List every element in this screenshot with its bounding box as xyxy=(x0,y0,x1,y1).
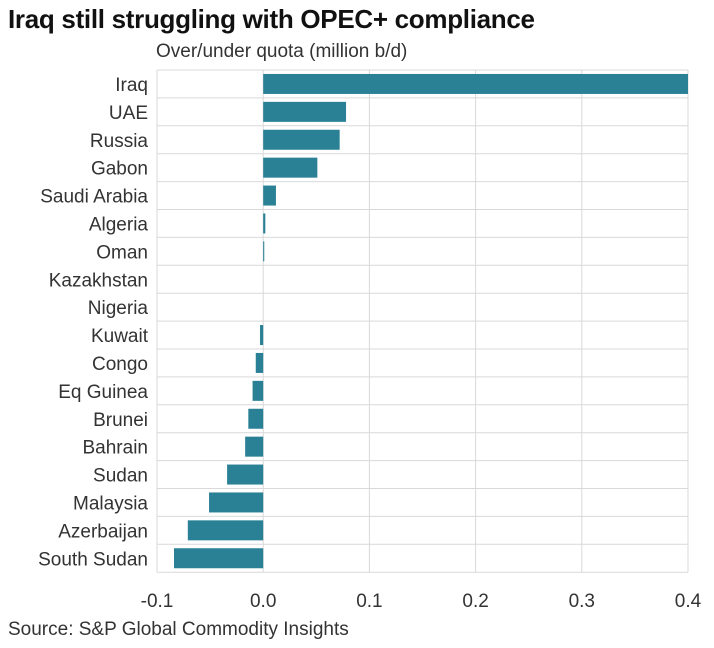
category-label: Iraq xyxy=(115,75,148,96)
x-tick-label: 0.1 xyxy=(356,591,382,612)
axis-label: Over/under quota (million b/d) xyxy=(156,41,408,62)
bar xyxy=(263,73,688,94)
bar xyxy=(263,157,318,178)
category-label: UAE xyxy=(109,103,148,124)
chart-title: Iraq still struggling with OPEC+ complia… xyxy=(8,4,535,34)
source-note: Source: S&P Global Commodity Insights xyxy=(8,619,349,640)
bar xyxy=(255,352,264,373)
category-label: Eq Guinea xyxy=(58,382,148,403)
category-label: Malaysia xyxy=(73,493,148,514)
category-label: Azerbaijan xyxy=(58,521,148,542)
x-tick-label: -0.1 xyxy=(141,591,174,612)
category-label: Russia xyxy=(90,131,149,152)
x-tick-label: 0.2 xyxy=(462,591,488,612)
category-label: Bahrain xyxy=(83,438,149,459)
category-label: Gabon xyxy=(91,159,148,180)
category-label: Saudi Arabia xyxy=(40,187,148,208)
category-label: South Sudan xyxy=(38,549,148,570)
x-tick-label: 0.0 xyxy=(250,591,276,612)
bar xyxy=(263,101,347,122)
bar xyxy=(245,436,264,457)
bar xyxy=(209,492,264,513)
category-labels: Iraq UAE Russia Gabon Saudi Arabia Algeria Oma… xyxy=(38,75,149,570)
bar-chart: Iraq UAE Russia Gabon Saudi Arabia Algeria Oma… xyxy=(38,69,702,612)
bar xyxy=(260,325,264,346)
category-label: Kuwait xyxy=(91,326,149,347)
category-label: Sudan xyxy=(93,466,148,487)
grid-lines xyxy=(156,69,689,573)
bar xyxy=(252,380,264,401)
category-label: Nigeria xyxy=(88,298,149,319)
bar xyxy=(263,129,340,150)
x-tick-labels: -0.1 0.0 0.1 0.2 0.3 0.4 xyxy=(141,591,702,612)
bars xyxy=(173,73,688,569)
x-tick-label: 0.3 xyxy=(569,591,595,612)
category-label: Algeria xyxy=(89,214,149,235)
bar xyxy=(263,241,265,262)
category-label: Oman xyxy=(96,242,148,263)
bar xyxy=(173,548,264,569)
bar xyxy=(263,213,266,234)
bar xyxy=(187,520,264,541)
category-label: Congo xyxy=(92,354,148,375)
x-tick-label: 0.4 xyxy=(675,591,702,612)
category-label: Brunei xyxy=(93,410,148,431)
bar xyxy=(248,408,264,429)
bar xyxy=(263,185,276,206)
category-label: Kazakhstan xyxy=(49,270,148,291)
bar xyxy=(227,464,264,485)
